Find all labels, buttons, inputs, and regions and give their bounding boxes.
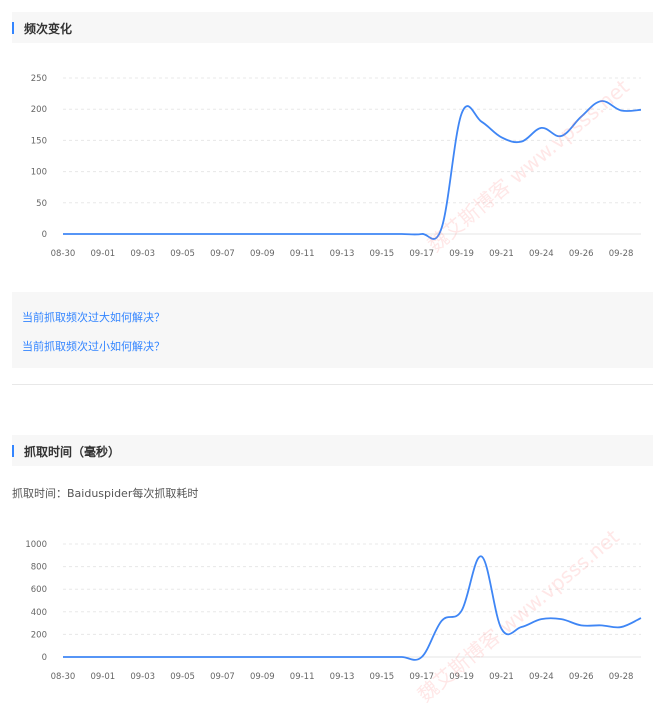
x-tick-label: 09-24 xyxy=(529,672,554,682)
y-tick-label: 400 xyxy=(31,608,47,618)
y-tick-label: 200 xyxy=(31,630,47,640)
accent-bar xyxy=(12,22,14,34)
divider xyxy=(12,384,653,385)
help-link-too-high[interactable]: 当前抓取频次过大如何解决？ xyxy=(22,311,165,324)
help-link-too-low[interactable]: 当前抓取频次过小如何解决？ xyxy=(22,340,165,353)
y-tick-label: 0 xyxy=(42,230,47,240)
x-tick-label: 09-07 xyxy=(210,249,235,259)
series-line xyxy=(63,555,642,661)
x-tick-label: 09-24 xyxy=(529,249,554,259)
x-tick-label: 08-30 xyxy=(51,672,76,682)
section-header-frequency: 频次变化 xyxy=(12,12,653,43)
x-tick-label: 09-09 xyxy=(250,672,275,682)
x-tick-label: 09-05 xyxy=(170,249,195,259)
section-title: 抓取时间（毫秒） xyxy=(24,445,121,459)
x-tick-label: 09-19 xyxy=(449,672,474,682)
x-tick-label: 09-26 xyxy=(569,672,594,682)
x-tick-label: 09-26 xyxy=(569,249,594,259)
y-tick-label: 200 xyxy=(31,105,47,115)
help-links-panel: 当前抓取频次过大如何解决？ 当前抓取频次过小如何解决？ xyxy=(12,292,653,368)
y-tick-label: 1000 xyxy=(25,540,47,550)
x-tick-label: 09-01 xyxy=(91,672,116,682)
section-header-crawl-time: 抓取时间（毫秒） xyxy=(12,435,653,466)
x-tick-label: 09-28 xyxy=(609,249,634,259)
x-tick-label: 08-30 xyxy=(51,249,76,259)
y-tick-label: 100 xyxy=(31,168,47,178)
y-tick-label: 800 xyxy=(31,563,47,573)
y-tick-label: 50 xyxy=(36,199,47,209)
x-tick-label: 09-09 xyxy=(250,249,275,259)
x-tick-label: 09-19 xyxy=(449,249,474,259)
x-tick-label: 09-11 xyxy=(290,249,315,259)
y-tick-label: 600 xyxy=(31,585,47,595)
section-title: 频次变化 xyxy=(24,22,73,36)
x-tick-label: 09-01 xyxy=(91,249,116,259)
accent-bar xyxy=(12,445,14,457)
x-tick-label: 09-05 xyxy=(170,672,195,682)
x-tick-label: 09-13 xyxy=(330,249,355,259)
x-tick-label: 09-21 xyxy=(489,249,514,259)
x-tick-label: 09-17 xyxy=(409,249,434,259)
x-tick-label: 09-07 xyxy=(210,672,235,682)
x-tick-label: 09-15 xyxy=(370,249,395,259)
x-tick-label: 09-17 xyxy=(409,672,434,682)
x-tick-label: 09-11 xyxy=(290,672,315,682)
x-tick-label: 09-21 xyxy=(489,672,514,682)
y-tick-label: 0 xyxy=(42,653,47,663)
frequency-chart: 0 50 100 150 200 250 08-30 09-01 09-03 09-05 09-07… xyxy=(31,74,642,259)
x-tick-label: 09-15 xyxy=(370,672,395,682)
x-tick-label: 09-28 xyxy=(609,672,634,682)
crawl-time-description: 抓取时间：Baiduspider每次抓取耗时 xyxy=(12,487,199,500)
y-tick-label: 150 xyxy=(31,136,47,146)
x-tick-label: 09-03 xyxy=(130,249,155,259)
x-tick-label: 09-03 xyxy=(130,672,155,682)
x-tick-label: 09-13 xyxy=(330,672,355,682)
y-tick-label: 250 xyxy=(31,74,47,84)
series-line xyxy=(63,100,642,240)
